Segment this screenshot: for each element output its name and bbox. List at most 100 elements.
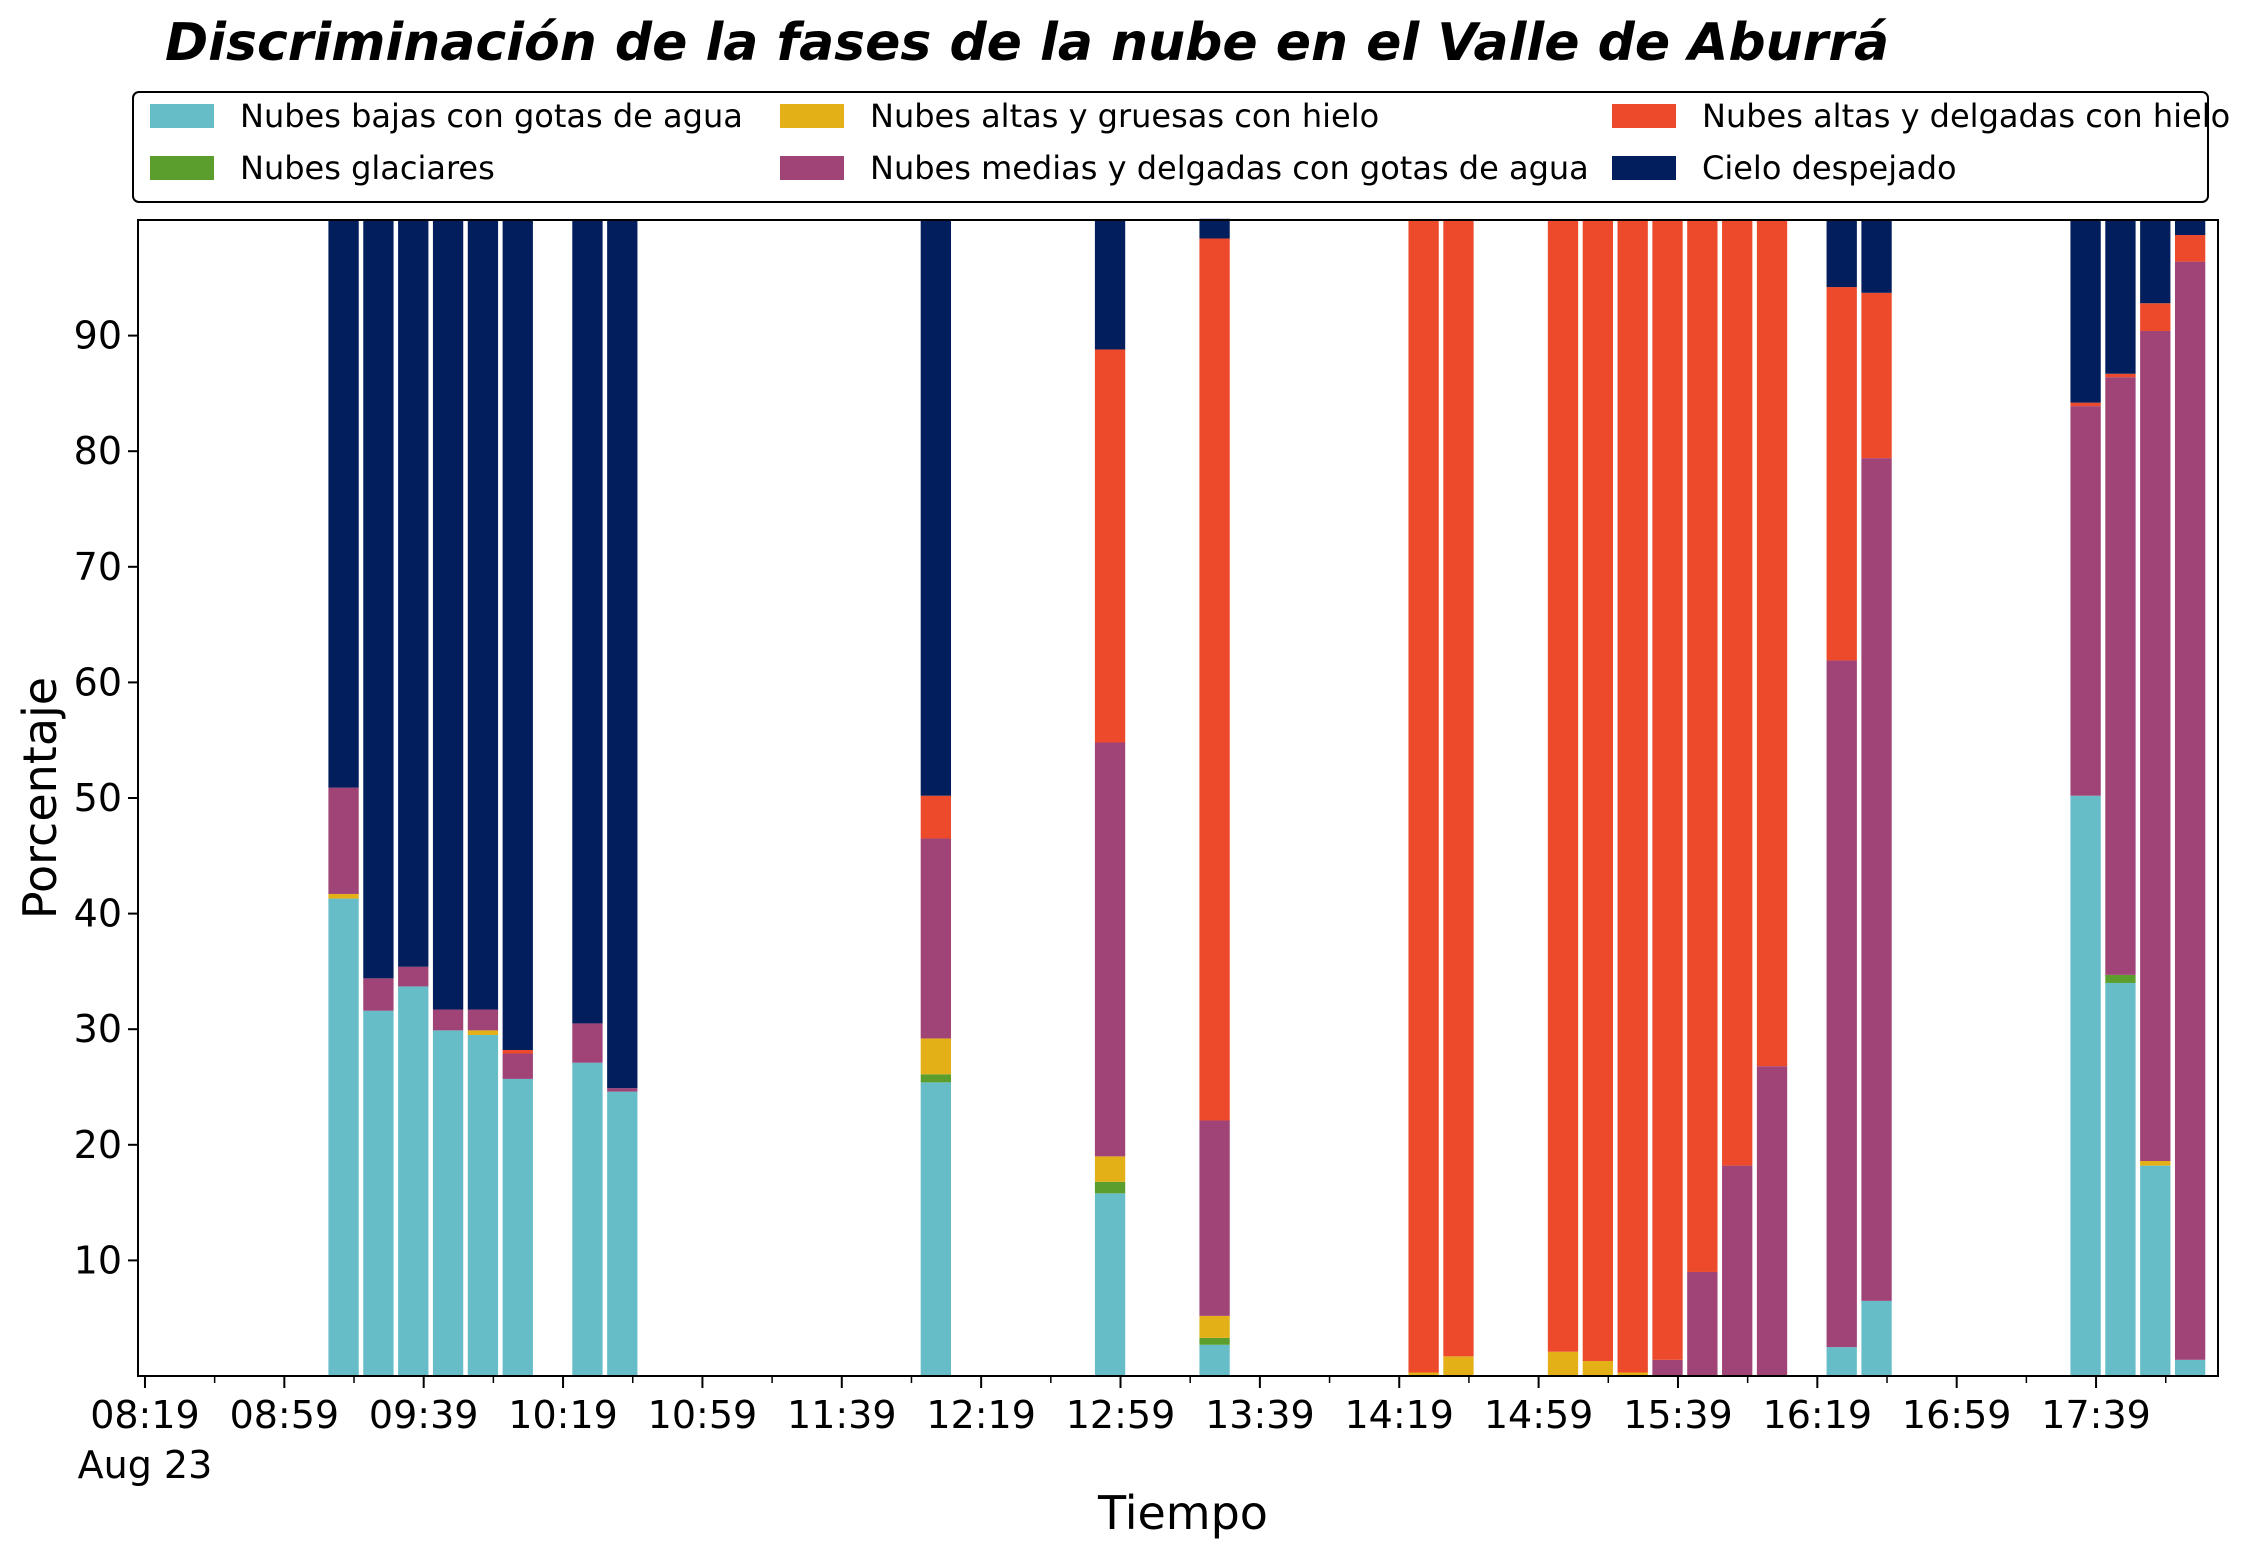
bar-segment	[328, 787, 359, 894]
bar-segment	[2070, 795, 2101, 1376]
legend-frame	[132, 91, 2209, 203]
bar-segment	[1756, 1066, 1788, 1376]
y-tick-label: 30	[74, 1007, 122, 1051]
bar-segment	[2070, 220, 2101, 403]
bar-segment	[2174, 220, 2206, 236]
legend-label: Nubes medias y delgadas con gotas de agu…	[870, 149, 1589, 187]
x-tick-label: 15:39	[1623, 1393, 1733, 1437]
legend-label: Nubes bajas con gotas de agua	[240, 97, 743, 135]
bar-segment	[1094, 1193, 1126, 1376]
bar-segment	[607, 1091, 638, 1376]
bar-segment	[2070, 406, 2101, 796]
bar-segment	[1582, 220, 1613, 1361]
legend-swatch	[150, 156, 214, 180]
bar-segment	[1722, 1165, 1753, 1376]
bar-segment	[1094, 220, 1126, 350]
bar-segment	[1094, 1156, 1126, 1182]
bar-segment	[502, 220, 533, 1051]
x-tick-label: 09:39	[369, 1393, 479, 1437]
bar-segment	[1617, 220, 1648, 1373]
bar-segment	[328, 893, 359, 899]
x-tick-label: 12:59	[1066, 1393, 1176, 1437]
y-tick-label: 10	[74, 1238, 122, 1282]
bar-segment	[2105, 373, 2136, 378]
bar-segment	[1199, 238, 1230, 1121]
bar-segment	[502, 1078, 533, 1376]
x-tick-label: 13:39	[1205, 1393, 1315, 1437]
bar-segment	[467, 220, 499, 1010]
bar-segment	[1826, 220, 1857, 288]
bar-segment	[1687, 1271, 1718, 1376]
bar-segment	[432, 1009, 464, 1031]
y-tick-label: 60	[74, 660, 122, 704]
bar-segment	[328, 220, 359, 788]
bar-segment	[2140, 330, 2171, 1161]
x-tick-label: 12:19	[926, 1393, 1036, 1437]
x-tick-label: 08:19	[90, 1393, 200, 1437]
bar-segment	[1652, 220, 1683, 1360]
y-axis: 10 20 30 40 50 60 70 80 90	[74, 314, 138, 1282]
y-tick-label: 90	[74, 314, 122, 358]
bar-segment	[398, 220, 429, 967]
bar-segment	[1652, 1359, 1683, 1376]
bar-segment	[920, 1038, 952, 1075]
bar-segment	[1408, 1372, 1439, 1376]
x-tick-label: 14:59	[1484, 1393, 1594, 1437]
y-tick-label: 20	[74, 1123, 122, 1167]
plot-area: 10 20 30 40 50 60 70 80 90 08:19 Aug 23 08:59 09:39…	[74, 218, 2219, 1487]
legend-swatch	[780, 104, 844, 128]
bar-segment	[2174, 1359, 2206, 1376]
y-tick-label: 70	[74, 545, 122, 589]
bar-segment	[328, 898, 359, 1376]
bar-segment	[572, 1062, 603, 1376]
bar-segment	[363, 978, 394, 1011]
x-axis: 08:19 Aug 23 08:59 09:39 10:19 10:59 11:39 12:1…	[78, 1376, 2167, 1487]
bar-segment	[1617, 1372, 1648, 1376]
bar-segment	[363, 220, 394, 979]
bar-segment	[1687, 220, 1718, 1272]
x-tick-label: 11:39	[787, 1393, 897, 1437]
bar-segment	[1826, 287, 1857, 661]
bar-segment	[2140, 220, 2171, 304]
x-tick-label: 14:19	[1344, 1393, 1454, 1437]
legend-label: Nubes altas y gruesas con hielo	[870, 97, 1379, 135]
bar-segment	[432, 1030, 464, 1376]
y-axis-label: Porcentaje	[13, 677, 67, 919]
legend: Nubes bajas con gotas de agua Nubes glaci…	[132, 91, 2230, 203]
bar-segment	[1443, 1356, 1474, 1376]
bar-segment	[572, 220, 603, 1024]
bar-segment	[920, 795, 952, 839]
bar-segment	[1443, 220, 1474, 1357]
bar-segment	[1861, 458, 1892, 1301]
bar-segment	[1861, 1300, 1892, 1376]
bar-segment	[2105, 974, 2136, 983]
bar-segment	[1094, 349, 1126, 743]
legend-swatch	[1612, 156, 1676, 180]
legend-swatch	[150, 104, 214, 128]
bar-segment	[2105, 220, 2136, 374]
bar-segment	[1722, 220, 1753, 1166]
legend-swatch	[1612, 104, 1676, 128]
bar-segment	[1199, 1120, 1230, 1316]
bar-segment	[1547, 220, 1579, 1352]
bar-segment	[1756, 220, 1788, 1067]
y-tick-label: 80	[74, 429, 122, 473]
y-tick-label: 40	[74, 892, 122, 936]
x-tick-label: 16:59	[1902, 1393, 2012, 1437]
bar-segment	[2174, 261, 2206, 1360]
bar-segment	[2105, 982, 2136, 1376]
bar-segment	[467, 1030, 499, 1035]
x-tick-label: 08:59	[230, 1393, 340, 1437]
bar-segment	[1826, 1347, 1857, 1376]
bar-segment	[1826, 660, 1857, 1348]
x-tick-label: 10:59	[648, 1393, 758, 1437]
bar-segment	[502, 1050, 533, 1054]
bar-segment	[432, 220, 464, 1010]
bar-segment	[502, 1053, 533, 1079]
bar-segment	[572, 1023, 603, 1063]
bar-segment	[1861, 220, 1892, 293]
bar-segment	[1199, 1344, 1230, 1376]
bar-segment	[398, 966, 429, 987]
bar-segment	[2140, 303, 2171, 331]
